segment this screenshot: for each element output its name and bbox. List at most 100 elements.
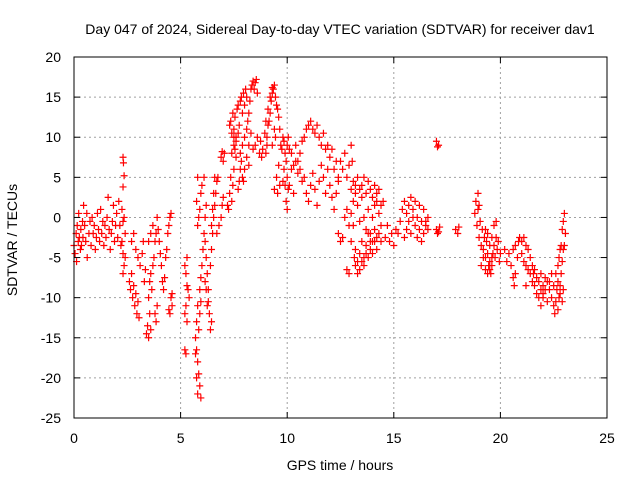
data-point [235, 177, 243, 185]
data-point [407, 229, 415, 237]
data-point [196, 286, 204, 294]
data-point [99, 217, 107, 225]
data-point [275, 113, 283, 121]
data-point [550, 302, 558, 310]
data-point [330, 205, 338, 213]
data-point [128, 238, 136, 246]
data-point [375, 229, 383, 237]
data-point [273, 101, 281, 109]
data-point [294, 157, 302, 165]
data-point [343, 266, 351, 274]
data-point [373, 234, 381, 241]
data-point [168, 290, 176, 298]
data-point [403, 209, 411, 217]
data-point [400, 197, 408, 205]
y-tick-label: 10 [45, 129, 61, 145]
data-point [533, 274, 541, 282]
data-point [541, 274, 549, 282]
data-point [205, 310, 213, 318]
data-point [182, 350, 190, 358]
data-point [119, 270, 127, 278]
data-point [204, 298, 212, 306]
data-point [261, 129, 269, 137]
data-point [243, 153, 251, 161]
data-point [154, 225, 162, 233]
data-point [526, 270, 534, 278]
data-point [386, 238, 394, 246]
data-point [125, 278, 133, 286]
data-point [234, 129, 242, 137]
data-point [268, 141, 276, 149]
data-point [108, 217, 116, 225]
data-point [276, 181, 284, 189]
data-point [168, 302, 176, 310]
data-point [551, 310, 559, 318]
x-tick-label: 25 [599, 430, 615, 446]
data-point [77, 225, 85, 233]
data-point [73, 221, 81, 229]
data-point [394, 229, 402, 237]
data-point [292, 141, 300, 149]
data-point [224, 201, 232, 209]
data-point [117, 242, 125, 250]
data-point [167, 209, 175, 217]
data-point [195, 213, 203, 221]
x-tick-label: 10 [279, 430, 295, 446]
data-point [155, 238, 163, 246]
data-point [181, 346, 189, 354]
data-point [484, 270, 492, 278]
data-point [226, 121, 234, 129]
data-point [324, 165, 332, 173]
data-point [206, 326, 214, 334]
data-point [105, 225, 113, 233]
data-point [479, 246, 487, 254]
data-point [263, 133, 271, 141]
data-point [347, 185, 355, 193]
data-point [283, 141, 291, 149]
data-point [198, 181, 206, 189]
data-point [524, 266, 532, 274]
data-point [96, 238, 104, 246]
data-point [198, 262, 206, 270]
data-point [147, 229, 155, 237]
data-point [490, 221, 498, 229]
data-point [315, 177, 323, 185]
data-point [354, 270, 362, 278]
data-point [238, 173, 246, 181]
data-point [305, 121, 313, 129]
data-point [296, 149, 304, 157]
data-point [184, 286, 192, 294]
data-point [134, 254, 142, 262]
data-point [120, 213, 128, 221]
data-point [111, 238, 119, 246]
data-point [282, 197, 290, 205]
data-point [253, 89, 261, 97]
data-point [119, 159, 127, 167]
data-point [471, 209, 479, 217]
data-point [203, 270, 211, 278]
data-point [225, 205, 233, 213]
data-point [324, 141, 332, 149]
data-point [86, 217, 94, 225]
data-point [77, 242, 85, 250]
data-point [539, 290, 547, 298]
data-point [160, 286, 168, 294]
data-point [236, 149, 244, 157]
data-point [371, 238, 379, 246]
data-point [481, 225, 489, 233]
x-axis-label: GPS time / hours [287, 457, 394, 473]
data-point [334, 229, 342, 237]
data-point [311, 129, 319, 137]
data-point [199, 246, 207, 254]
data-point [183, 318, 191, 326]
data-point [411, 197, 419, 205]
data-point [360, 173, 368, 181]
data-point [483, 238, 491, 246]
data-point [229, 181, 237, 189]
data-point [300, 133, 308, 141]
data-point [120, 262, 128, 270]
data-point [165, 306, 173, 314]
data-point [230, 141, 238, 149]
data-point [326, 153, 334, 161]
